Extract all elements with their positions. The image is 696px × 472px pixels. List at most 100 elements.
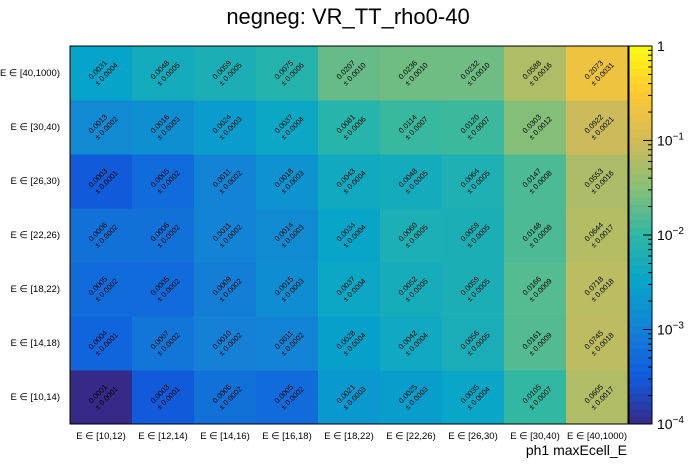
y-tick-label: E ∈ [30,40)	[11, 122, 60, 133]
heatmap-cell	[194, 316, 257, 371]
heatmap-cell	[318, 100, 381, 155]
heatmap-cell	[70, 262, 133, 317]
colorbar-band	[629, 355, 652, 364]
colorbar-band	[629, 333, 652, 342]
heatmap-cell	[504, 370, 567, 425]
colorbar-tick-base: 10	[657, 133, 673, 149]
heatmap-cell	[504, 46, 567, 101]
heatmap-cell	[318, 154, 381, 209]
colorbar-band	[629, 61, 652, 70]
colorbar-band	[629, 219, 652, 228]
heatmap-cell	[194, 262, 257, 317]
colorbar-band	[629, 151, 652, 160]
heatmap-cell	[566, 262, 629, 317]
colorbar-band	[629, 340, 652, 349]
heatmap-cell	[380, 46, 443, 101]
colorbar-band	[629, 189, 652, 198]
colorbar-band	[629, 46, 652, 54]
heatmap-cell	[442, 208, 505, 263]
x-tick-label: E ∈ [26,30)	[448, 431, 497, 442]
plot-frame	[69, 45, 629, 425]
colorbar-band	[629, 235, 652, 243]
colorbar-tick-base: 10	[657, 322, 673, 338]
heatmap-cell	[504, 100, 567, 155]
heatmap-cell	[504, 262, 567, 317]
y-tick-label: E ∈ [14,18)	[11, 338, 60, 349]
heatmap-cell	[504, 154, 567, 209]
colorbar-band	[629, 136, 652, 145]
colorbar-band	[629, 114, 652, 122]
heatmap-cell	[132, 100, 195, 155]
heatmap-cell	[194, 100, 257, 155]
heatmap-cell	[380, 316, 443, 371]
colorbar-band	[629, 401, 652, 410]
heatmap-cell	[132, 262, 195, 317]
heatmap-cell	[380, 208, 443, 263]
colorbar-tick-label: 10−4	[657, 415, 684, 432]
x-tick-label: E ∈ [22,26)	[386, 431, 435, 442]
x-tick-label: E ∈ [14,16)	[200, 431, 249, 442]
x-tick-label: E ∈ [12,14)	[138, 431, 187, 442]
heatmap-cell	[318, 208, 381, 263]
heatmap-cell	[380, 100, 443, 155]
colorbar	[628, 45, 653, 425]
heatmap-cell	[70, 370, 133, 425]
colorbar-band	[629, 257, 652, 266]
colorbar-tick-label: 10−2	[657, 226, 684, 243]
colorbar-band	[629, 265, 652, 274]
heatmap-cell	[132, 316, 195, 371]
x-tick-label: E ∈ [10,12)	[76, 431, 125, 442]
heatmap-cell	[504, 208, 567, 263]
heatmap-cell	[318, 262, 381, 317]
y-tick-label: E ∈ [40,1000)	[0, 68, 60, 79]
heatmap-cell	[256, 370, 319, 425]
heatmap-cell	[256, 154, 319, 209]
colorbar-band	[629, 416, 652, 425]
colorbar-band	[629, 295, 652, 304]
colorbar-band	[629, 408, 652, 417]
colorbar-band	[629, 348, 652, 357]
colorbar-tick-exponent: −1	[673, 132, 685, 143]
colorbar-tick-exponent: −4	[673, 415, 685, 426]
colorbar-band	[629, 53, 652, 62]
colorbar-tick-label: 10−1	[657, 132, 684, 149]
colorbar-band	[629, 393, 652, 402]
heatmap-cells: 0.0001± 0.0001 0.0003± 0.0001 0.0006± 0.00…	[70, 46, 629, 425]
heatmap-cell	[256, 46, 319, 101]
colorbar-band	[629, 197, 652, 206]
heatmap-cell	[132, 208, 195, 263]
heatmap-cell	[318, 316, 381, 371]
heatmap-cell	[70, 316, 133, 371]
heatmap-cell	[504, 316, 567, 371]
colorbar-tick-exponent: −2	[673, 226, 685, 237]
colorbar-band	[629, 159, 652, 168]
colorbar-ticks: 110−110−210−310−4	[643, 38, 684, 432]
colorbar-tick-label: 1	[657, 38, 665, 54]
colorbar-band	[629, 121, 652, 130]
colorbar-tick-base: 10	[657, 416, 673, 432]
heatmap-cell	[70, 154, 133, 209]
y-tick-labels: E ∈ [10,14) E ∈ [14,18) E ∈ [18,22) E ∈ [22…	[0, 68, 60, 403]
heatmap-cell	[256, 208, 319, 263]
colorbar-band	[629, 212, 652, 221]
colorbar-band	[629, 144, 652, 153]
heatmap-cell	[256, 100, 319, 155]
chart-title: negneg: VR_TT_rho0-40	[226, 4, 469, 29]
colorbar-band	[629, 318, 652, 327]
heatmap-cell	[380, 154, 443, 209]
heatmap-cell	[442, 316, 505, 371]
heatmap-cell	[442, 46, 505, 101]
x-tick-label: E ∈ [40,1000)	[567, 431, 627, 442]
heatmap-cell	[566, 316, 629, 371]
heatmap-cell	[194, 154, 257, 209]
y-tick-label: E ∈ [26,30)	[11, 176, 60, 187]
colorbar-band	[629, 76, 652, 85]
colorbar-band	[629, 227, 652, 236]
colorbar-band	[629, 174, 652, 183]
colorbar-band	[629, 272, 652, 281]
colorbar-band	[629, 166, 652, 175]
colorbar-band	[629, 129, 652, 138]
colorbar-tick-exponent: −3	[673, 321, 685, 332]
heatmap-cell	[132, 46, 195, 101]
